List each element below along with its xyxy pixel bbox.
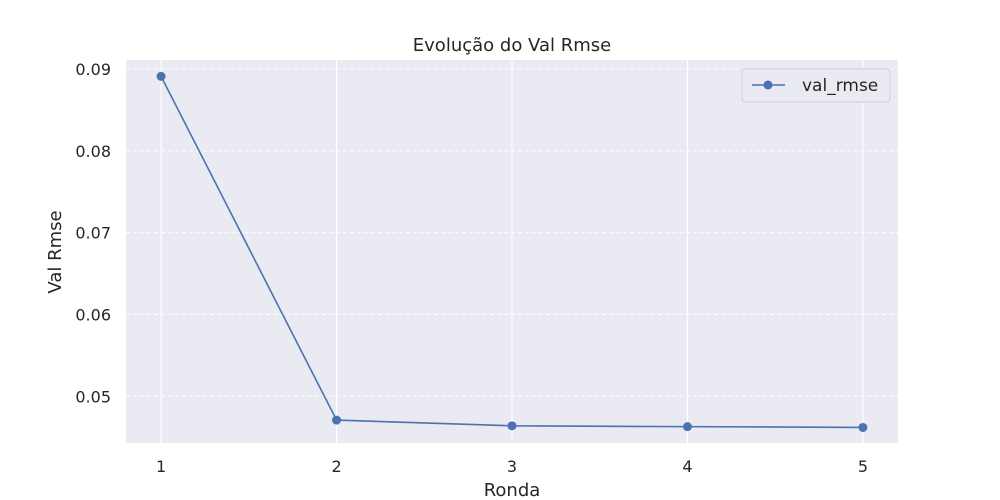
data-point	[682, 422, 692, 432]
x-tick-label: 3	[507, 457, 517, 476]
x-ticks: 1 2 3 4 5	[156, 457, 868, 476]
y-tick-label: 0.08	[75, 142, 111, 161]
x-tick-label: 2	[331, 457, 341, 476]
y-tick-label: 0.07	[75, 224, 111, 243]
x-tick-label: 1	[156, 457, 166, 476]
y-ticks: 0.05 0.06 0.07 0.08 0.09	[75, 60, 111, 406]
y-axis-label: Val Rmse	[45, 210, 66, 293]
data-point	[332, 415, 342, 425]
y-tick-label: 0.05	[75, 387, 111, 406]
y-tick-label: 0.09	[75, 60, 111, 79]
legend-box	[741, 68, 891, 103]
data-point	[507, 421, 517, 431]
legend-marker	[763, 80, 773, 90]
data-point	[156, 71, 166, 81]
data-point	[858, 422, 868, 432]
legend-label: val_rmse	[802, 76, 878, 96]
x-axis-label: Ronda	[484, 480, 541, 500]
series-layer	[156, 71, 868, 432]
chart-title: Evolução do Val Rmse	[413, 35, 611, 56]
y-tick-label: 0.06	[75, 306, 111, 325]
x-grid	[160, 60, 864, 443]
x-tick-label: 4	[682, 457, 692, 476]
y-grid	[126, 68, 898, 397]
x-tick-label: 5	[858, 457, 868, 476]
legend: val_rmse	[741, 68, 891, 103]
